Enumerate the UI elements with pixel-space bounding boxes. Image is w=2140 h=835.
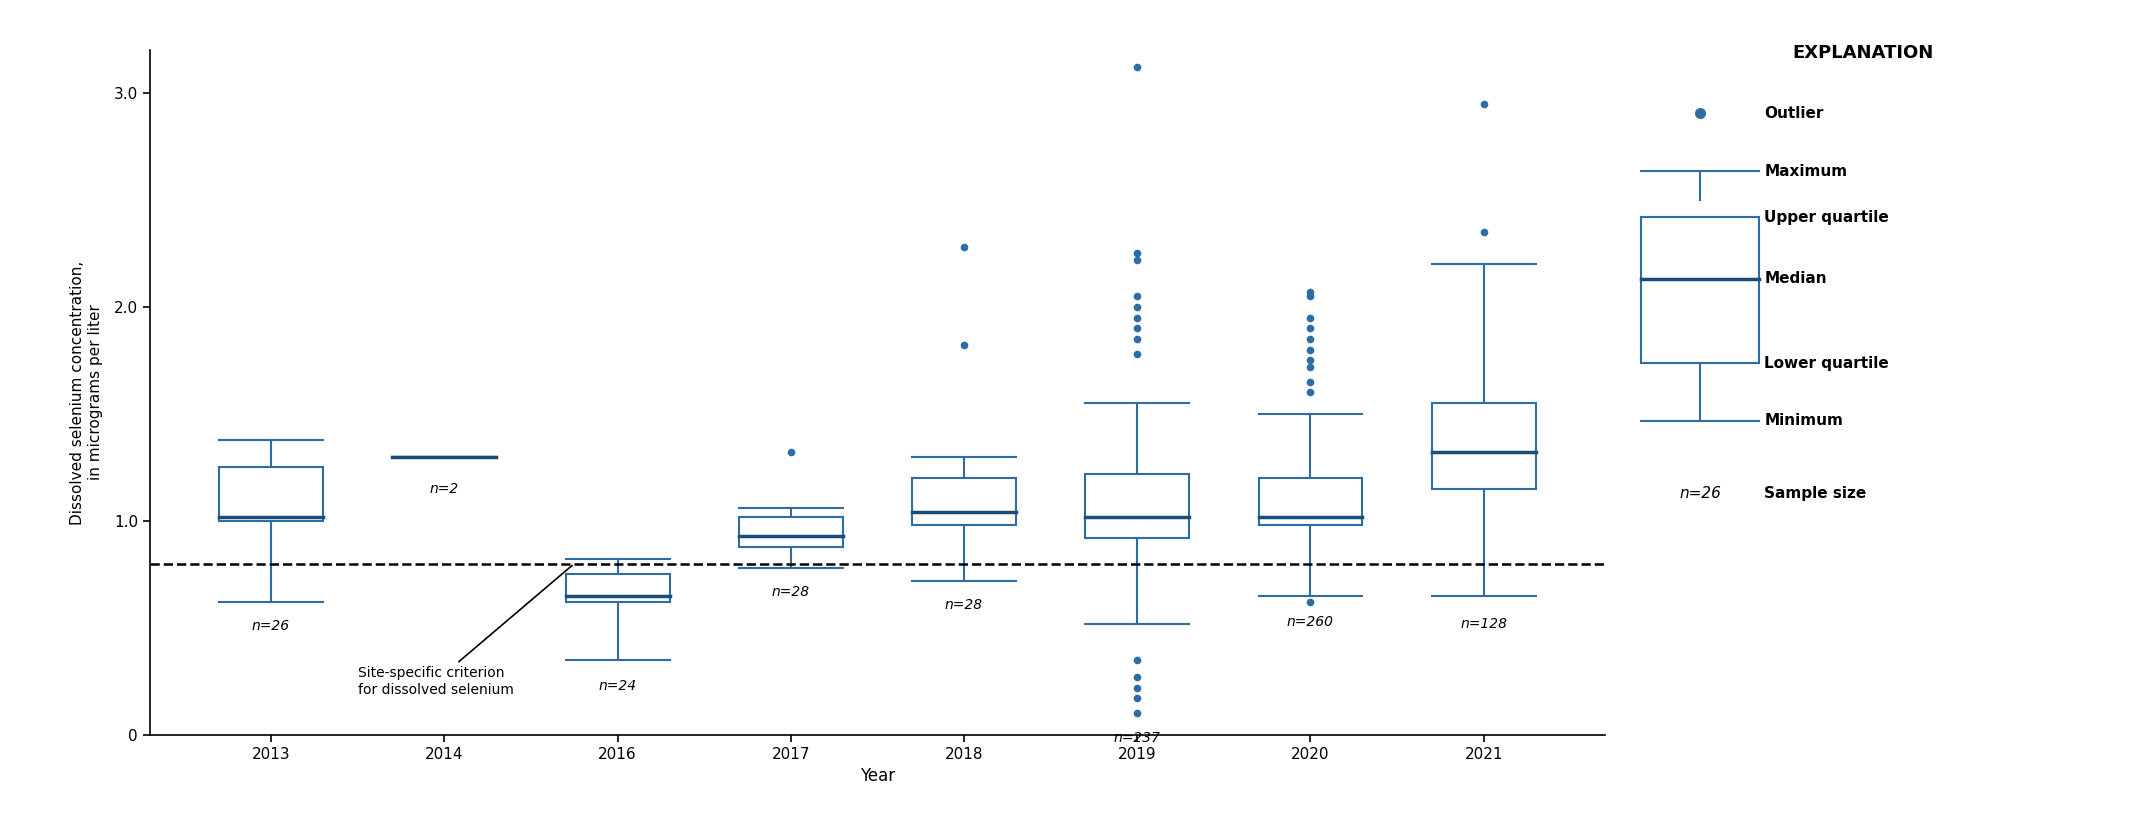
Y-axis label: Dissolved selenium concentration,
in micrograms per liter: Dissolved selenium concentration, in mic…: [71, 261, 103, 524]
FancyBboxPatch shape: [218, 468, 323, 521]
Text: n=28: n=28: [773, 585, 809, 599]
Text: Lower quartile: Lower quartile: [1763, 356, 1890, 371]
FancyBboxPatch shape: [1432, 403, 1537, 488]
Text: Outlier: Outlier: [1763, 106, 1823, 121]
FancyBboxPatch shape: [565, 574, 670, 602]
FancyBboxPatch shape: [1258, 478, 1363, 525]
Text: n=26: n=26: [253, 620, 291, 633]
Text: Median: Median: [1763, 271, 1828, 286]
Text: Minimum: Minimum: [1763, 413, 1843, 428]
Text: Upper quartile: Upper quartile: [1763, 210, 1890, 225]
Text: n=26: n=26: [1680, 486, 1721, 501]
Text: n=28: n=28: [946, 598, 982, 612]
Text: n=237: n=237: [1113, 731, 1160, 745]
FancyBboxPatch shape: [1085, 473, 1190, 538]
FancyBboxPatch shape: [912, 478, 1016, 525]
Text: n=24: n=24: [599, 679, 636, 693]
Text: Maximum: Maximum: [1763, 164, 1847, 179]
Text: n=2: n=2: [430, 483, 458, 496]
Text: Sample size: Sample size: [1763, 486, 1866, 501]
X-axis label: Year: Year: [860, 767, 895, 785]
Text: n=260: n=260: [1286, 615, 1333, 629]
FancyBboxPatch shape: [1641, 217, 1759, 363]
Text: n=128: n=128: [1459, 617, 1507, 631]
Text: Site-specific criterion
for dissolved selenium: Site-specific criterion for dissolved se…: [357, 565, 571, 696]
FancyBboxPatch shape: [738, 517, 843, 546]
Text: EXPLANATION: EXPLANATION: [1791, 44, 1932, 63]
